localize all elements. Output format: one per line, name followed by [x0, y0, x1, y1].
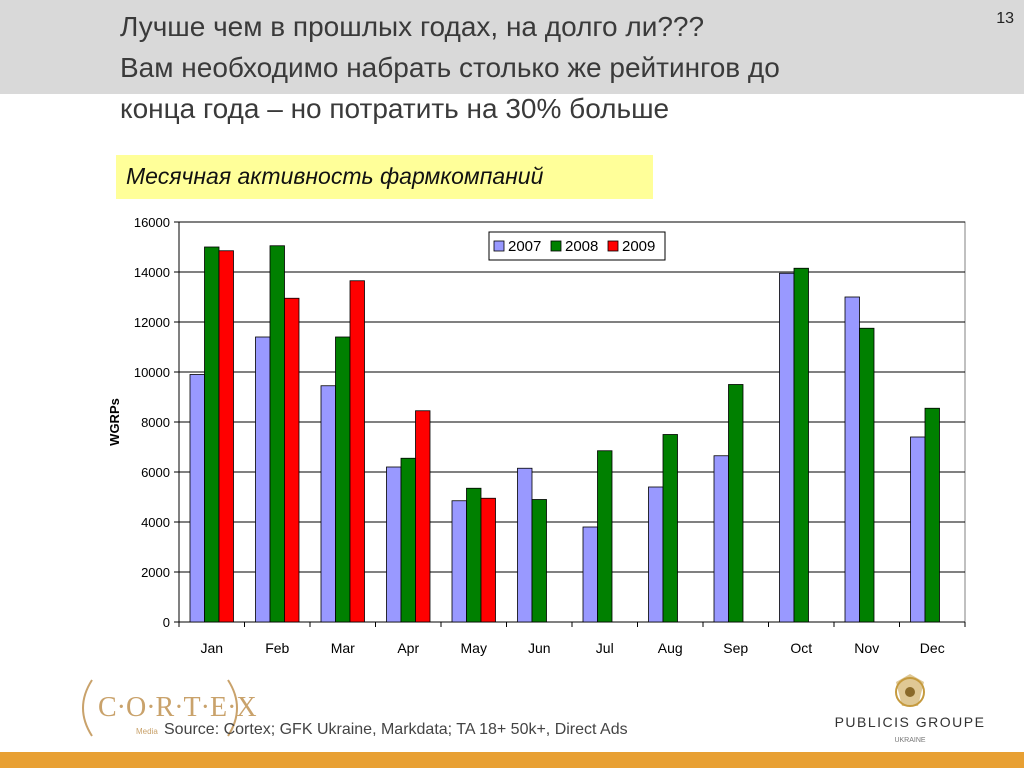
title-line-1: Лучше чем в прошлых годах, на долго ли??… [120, 11, 705, 42]
cortex-logo-text: C·O·R·T·E·X [98, 692, 257, 723]
legend-label-2008: 2008 [565, 238, 598, 255]
slide-number: 13 [996, 10, 1014, 27]
bar-2007-Jan [189, 374, 205, 623]
bar-2009-Jan [218, 250, 234, 623]
x-tick-label: Feb [265, 640, 289, 656]
bar-2008-Jun [531, 499, 547, 623]
bar-2008-Oct [793, 267, 809, 623]
y-tick-label: 8000 [141, 415, 170, 430]
bar-2008-Dec [924, 407, 940, 623]
y-tick-label: 10000 [134, 365, 170, 380]
bar-2008-Feb [269, 245, 285, 623]
legend-label-2007: 2007 [508, 238, 541, 255]
lion-emblem-icon [895, 674, 925, 707]
bar-2007-May [451, 500, 467, 623]
subtitle: Месячная активность фармкомпаний [126, 163, 544, 189]
x-tick-label: Nov [854, 640, 879, 656]
bar-2008-Aug [662, 434, 678, 623]
x-tick-label: May [461, 640, 487, 656]
x-tick-label: Aug [658, 640, 683, 656]
bar-2008-Sep [728, 384, 744, 623]
bar-2007-Aug [648, 486, 664, 623]
bar-2008-Nov [859, 327, 875, 623]
publicis-logo-name: PUBLICIS GROUPE [835, 714, 986, 730]
bar-2009-May [480, 497, 496, 623]
bar-2007-Sep [713, 455, 729, 623]
x-tick-label: Sep [723, 640, 748, 656]
cortex-logo: C·O·R·T·E·X Media [82, 679, 257, 737]
bar-2008-Mar [335, 336, 351, 623]
x-tick-label: Jan [200, 640, 223, 656]
slide-title: Лучше чем в прошлых годах, на долго ли??… [120, 6, 980, 129]
bar-2008-Jul [597, 450, 613, 623]
title-line-2: Вам необходимо набрать столько же рейтин… [120, 52, 780, 83]
title-line-3: конца года – но потратить на 30% больше [120, 93, 670, 124]
x-tick-label: Mar [331, 640, 355, 656]
y-tick-label: 16000 [134, 215, 170, 230]
x-tick-label: Dec [920, 640, 945, 656]
legend-swatch-2007 [493, 240, 505, 252]
bar-2007-Mar [320, 385, 336, 623]
bar-2008-May [466, 487, 482, 623]
publicis-logo-region: UKRAINE [894, 737, 925, 744]
y-tick-label: 6000 [141, 465, 170, 480]
bar-2007-Jun [517, 467, 533, 623]
footer-bar [0, 752, 1024, 768]
y-tick-label: 4000 [141, 515, 170, 530]
y-tick-label: 2000 [141, 565, 170, 580]
legend [488, 231, 666, 261]
chart: 0 2000 4000 6000 8000 10000 12000 14000 16000 WGR… [0, 205, 1024, 675]
legend-swatch-2009 [607, 240, 619, 252]
publicis-logo: PUBLICIS GROUPE UKRAINE [835, 674, 986, 744]
y-axis-label: WGRPs [107, 398, 122, 446]
legend-swatch-2008 [550, 240, 562, 252]
cortex-logo-tagline: Media [136, 727, 158, 736]
y-tick-label: 12000 [134, 315, 170, 330]
bar-2009-Feb [284, 297, 300, 623]
bar-2007-Jul [582, 526, 598, 623]
bar-2007-Nov [844, 296, 860, 623]
bar-2008-Apr [400, 457, 416, 623]
source-note: Source: Cortex; GFK Ukraine, Markdata; T… [164, 721, 628, 738]
y-tick-label: 14000 [134, 265, 170, 280]
bar-2009-Mar [349, 280, 365, 623]
legend-label-2009: 2009 [622, 238, 655, 255]
bar-2007-Feb [255, 336, 271, 623]
bar-2007-Oct [779, 272, 795, 623]
bar-2007-Dec [910, 436, 926, 623]
y-tick-label: 0 [163, 615, 170, 630]
title-band [0, 0, 1024, 94]
x-tick-label: Oct [790, 640, 812, 656]
bar-2009-Apr [415, 410, 431, 623]
bar-2007-Apr [386, 466, 402, 623]
x-tick-label: Jul [596, 640, 614, 656]
bar-2008-Jan [204, 246, 220, 623]
x-tick-label: Apr [397, 640, 419, 656]
subtitle-box: Месячная активность фармкомпаний [116, 155, 653, 199]
chart-svg: 0 2000 4000 6000 8000 10000 12000 14000 16000 WGR… [107, 215, 966, 656]
x-tick-label: Jun [528, 640, 551, 656]
